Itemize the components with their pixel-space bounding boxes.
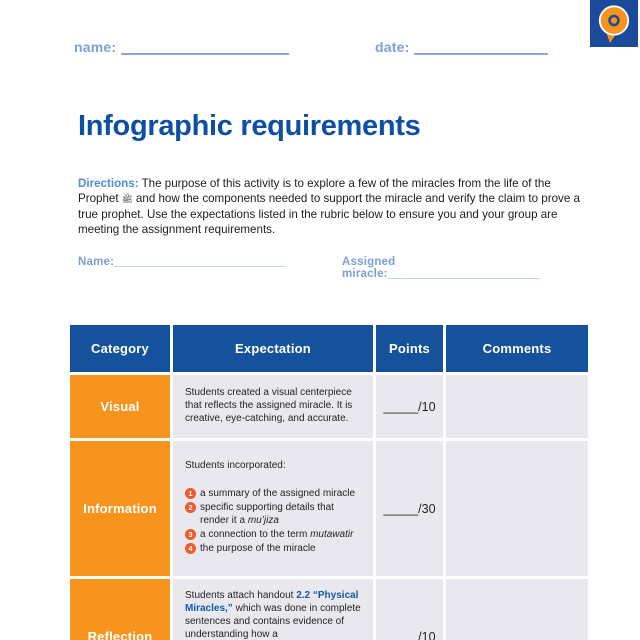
page-title: Infographic requirements: [78, 110, 421, 142]
date-blank-line: [414, 41, 549, 55]
reflection-text-post: which was done in complete sentences and…: [185, 603, 361, 640]
points-cell-information: _____/30: [376, 441, 443, 576]
numbered-badge-icon: 4: [185, 543, 196, 554]
column-header-category: Category: [70, 325, 170, 372]
name-blank-field: Name:__________________________: [78, 256, 286, 268]
numbered-badge-icon: 1: [185, 488, 196, 499]
handout-reference-text: 2.2 “Physical Miracles,”: [185, 590, 359, 614]
list-item-italic-term: mutawatir: [310, 529, 354, 540]
list-item-text: specific supporting details that render …: [200, 502, 334, 526]
list-item: 1 a summary of the assigned miracle: [185, 487, 363, 500]
directions-label: Directions:: [78, 177, 139, 190]
q-speech-bubble-icon: [590, 0, 638, 47]
name-blank-line: [121, 41, 290, 55]
comments-cell-information: [446, 441, 588, 576]
list-item-text: the purpose of the miracle: [200, 543, 316, 554]
category-cell-reflection: Reflection: [70, 579, 170, 640]
expectation-cell-visual: Students created a visual centerpiece th…: [173, 375, 373, 438]
expectation-cell-reflection: Students attach handout 2.2 “Physical Mi…: [173, 579, 373, 640]
publisher-logo: [590, 0, 638, 47]
top-fill-in-row: name: date:: [74, 39, 556, 59]
directions-paragraph: Directions: The purpose of this activity…: [78, 176, 585, 237]
column-header-comments: Comments: [446, 325, 588, 372]
information-intro-text: Students incorporated:: [185, 460, 286, 471]
name-field-label: name:: [74, 39, 117, 55]
assigned-miracle-blank-field: Assigned miracle:_______________________: [342, 256, 540, 280]
list-item-text: a connection to the term: [200, 529, 311, 540]
points-blank-information: _____/30: [383, 501, 436, 516]
directions-text-before: The purpose of this activity is to explo…: [78, 177, 551, 205]
rubric-table: Category Expectation Points Comments Vis…: [70, 325, 588, 640]
list-item: 3 a connection to the term mutawatir: [185, 528, 363, 541]
list-item: 2 specific supporting details that rende…: [185, 501, 363, 527]
mid-fill-in-row: Name:__________________________ Assigned…: [78, 256, 585, 280]
list-item: 4 the purpose of the miracle: [185, 542, 363, 555]
points-cell-reflection: _____/10: [376, 579, 443, 640]
category-cell-information: Information: [70, 441, 170, 576]
list-item-italic-term: mu’jiza: [247, 515, 279, 526]
directions-text-after: and how the components needed to support…: [78, 192, 580, 236]
expectation-cell-information: Students incorporated: 1 a summary of th…: [173, 441, 373, 576]
numbered-badge-icon: 3: [185, 529, 196, 540]
column-header-points: Points: [376, 325, 443, 372]
points-cell-visual: _____/10: [376, 375, 443, 438]
date-field-label: date:: [375, 39, 410, 55]
numbered-badge-icon: 2: [185, 502, 196, 513]
list-item-text: a summary of the assigned miracle: [200, 488, 356, 499]
category-cell-visual: Visual: [70, 375, 170, 438]
comments-cell-reflection: [446, 579, 588, 640]
pbuh-honorific-symbol: ﷺ: [121, 194, 133, 204]
reflection-text-pre: Students attach handout: [185, 590, 297, 601]
points-blank-reflection: _____/10: [383, 629, 436, 640]
points-blank-visual: _____/10: [383, 399, 436, 414]
column-header-expectation: Expectation: [173, 325, 373, 372]
comments-cell-visual: [446, 375, 588, 438]
